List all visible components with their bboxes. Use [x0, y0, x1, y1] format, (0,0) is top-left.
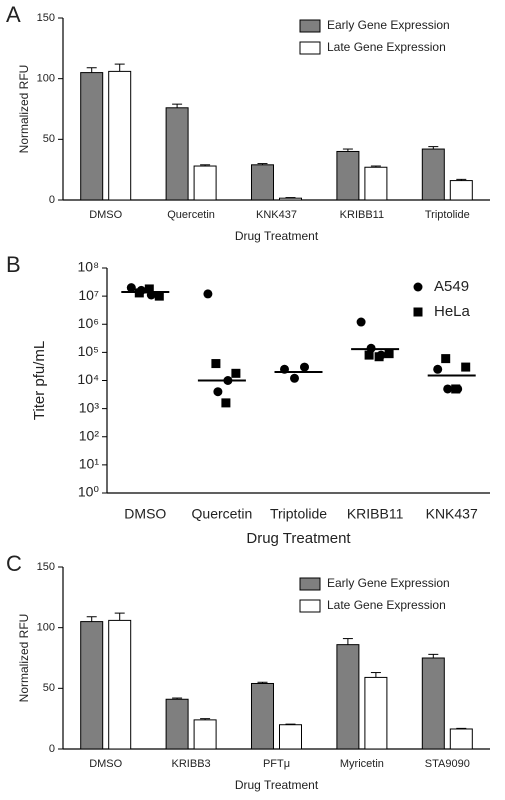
x-axis-title: Drug Treatment	[246, 530, 351, 547]
point	[374, 352, 384, 362]
point	[443, 384, 453, 394]
y-tick-label: 150	[37, 561, 55, 573]
y-tick-label: 10²	[79, 427, 100, 443]
y-tick-label: 0	[49, 194, 55, 206]
point	[213, 387, 223, 397]
y-tick-label: 10¹	[79, 456, 100, 472]
bar	[279, 724, 302, 750]
legend-label: Early Gene Expression	[327, 18, 450, 32]
y-tick-label: 10⁶	[78, 315, 99, 331]
x-tick-label: KNK437	[256, 209, 297, 221]
legend-label: Late Gene Expression	[327, 40, 446, 54]
panel-label: C	[6, 551, 22, 576]
bar	[279, 197, 302, 201]
legend-label: Early Gene Expression	[327, 576, 450, 590]
x-tick-label: KNK437	[426, 506, 478, 522]
point	[461, 362, 471, 372]
y-tick-label: 100	[37, 73, 55, 85]
y-tick-label: 10⁴	[77, 371, 99, 387]
point	[134, 288, 144, 298]
y-tick-label: 10³	[79, 399, 100, 415]
bar	[80, 72, 104, 201]
y-tick-label: 0	[49, 743, 55, 755]
point	[203, 289, 213, 299]
point	[280, 364, 289, 374]
x-tick-label: Quercetin	[167, 209, 215, 221]
y-axis-title: Normalized RFU	[17, 614, 31, 703]
x-tick-label: PFTμ	[263, 758, 290, 770]
y-tick-label: 150	[37, 12, 55, 24]
point	[433, 364, 443, 374]
bar	[449, 180, 473, 201]
point	[231, 368, 241, 378]
x-axis-title: Drug Treatment	[235, 778, 319, 792]
point	[384, 349, 394, 359]
bar	[165, 107, 189, 201]
bar	[421, 148, 445, 201]
x-tick-label: DMSO	[124, 506, 166, 522]
y-axis-title: Titer pfu/mL	[31, 341, 48, 420]
point	[154, 291, 164, 301]
bar	[165, 698, 189, 750]
point	[356, 317, 366, 327]
point	[290, 373, 299, 383]
y-axis-title: Normalized RFU	[17, 65, 31, 154]
legend-swatch	[299, 19, 321, 33]
legend-label: Late Gene Expression	[327, 598, 446, 612]
x-tick-label: KRIBB3	[172, 758, 211, 770]
x-tick-label: DMSO	[89, 209, 122, 221]
point	[221, 398, 231, 408]
bar	[364, 676, 388, 750]
point	[300, 362, 309, 372]
panel-label: A	[6, 2, 21, 27]
bar	[336, 150, 360, 201]
bar	[193, 719, 217, 750]
legend-marker	[413, 282, 423, 292]
x-tick-label: KRIBB11	[347, 506, 404, 522]
bar	[251, 164, 274, 201]
bar	[251, 682, 274, 750]
x-tick-label: KRIBB11	[340, 209, 384, 221]
x-tick-label: Myricetin	[340, 758, 384, 770]
y-tick-label: 50	[43, 682, 55, 694]
bar	[336, 644, 360, 750]
y-tick-label: 100	[37, 622, 55, 634]
bar	[449, 728, 473, 750]
point	[366, 343, 376, 353]
point	[144, 284, 154, 294]
y-tick-label: 50	[43, 133, 55, 145]
legend-swatch	[299, 41, 321, 55]
x-tick-label: DMSO	[89, 758, 122, 770]
point	[441, 354, 451, 364]
point	[364, 350, 374, 360]
x-axis-title: Drug Treatment	[235, 229, 319, 243]
point	[211, 359, 221, 369]
bar	[421, 657, 445, 750]
legend-swatch	[299, 599, 321, 613]
x-tick-label: STA9090	[425, 758, 470, 770]
point	[126, 283, 136, 293]
point	[223, 376, 233, 385]
x-tick-label: Triptolide	[425, 209, 470, 221]
legend-label: HeLa	[434, 303, 471, 320]
legend-swatch	[299, 577, 321, 591]
bar	[364, 166, 388, 201]
point	[451, 384, 461, 394]
legend-marker	[413, 307, 423, 317]
legend-label: A549	[434, 278, 469, 295]
y-tick-label: 10⁸	[78, 259, 100, 275]
y-tick-label: 10⁵	[78, 343, 99, 359]
panel-label: B	[6, 252, 21, 277]
bar	[193, 165, 217, 201]
x-tick-label: Quercetin	[192, 506, 253, 522]
y-tick-label: 10⁷	[78, 287, 99, 303]
bar	[80, 621, 104, 750]
bar	[108, 619, 132, 750]
y-tick-label: 10⁰	[78, 484, 100, 500]
x-tick-label: Triptolide	[270, 506, 327, 522]
bar	[108, 70, 132, 201]
